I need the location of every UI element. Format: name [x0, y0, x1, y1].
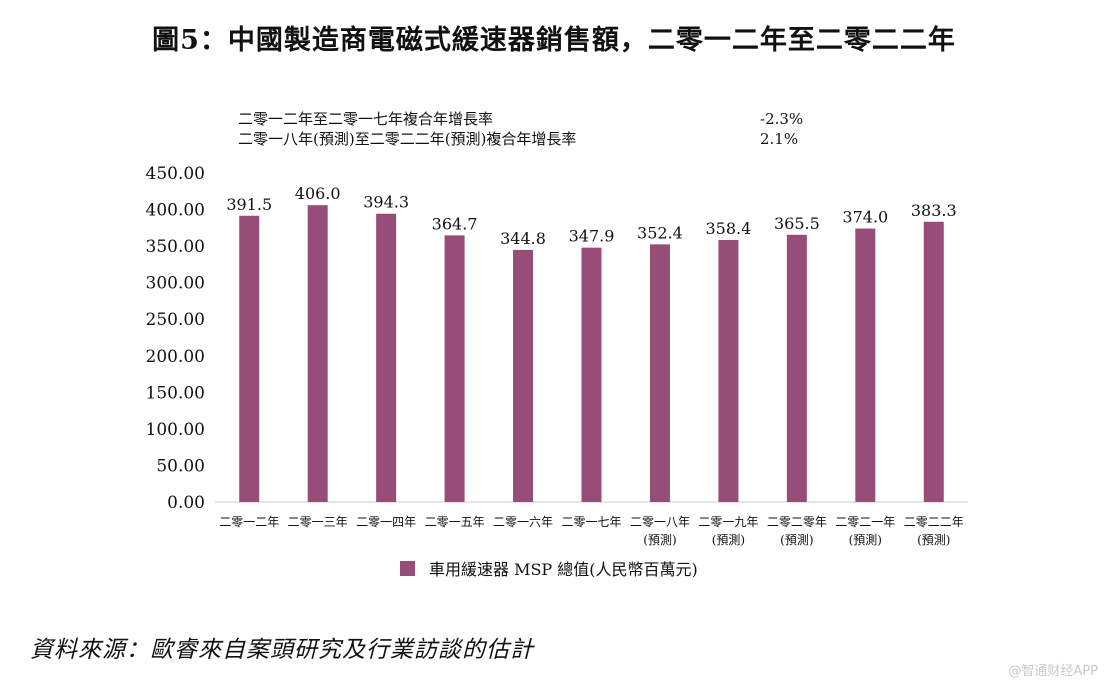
bar [307, 205, 328, 502]
chart-title: 圖5：中國製造商電磁式緩速器銷售額，二零一二年至二零二二年 [152, 25, 956, 56]
y-tick-label: 350.00 [146, 237, 205, 257]
x-tick-label: (預測) [643, 533, 676, 547]
y-tick-label: 200.00 [146, 347, 205, 367]
data-label: 344.8 [500, 229, 546, 248]
bar [376, 213, 397, 502]
x-tick-label: 二零二一年 [835, 515, 895, 529]
x-tick-label: 二零一四年 [356, 515, 416, 529]
source-note: 資料來源：歐睿來自案頭研究及行業訪談的估計 [30, 637, 534, 663]
bar [513, 249, 534, 502]
data-label: 394.3 [363, 193, 409, 212]
y-tick-label: 400.00 [146, 201, 205, 221]
bar [718, 239, 739, 502]
x-tick-label: 二零一六年 [493, 515, 553, 529]
cagr-value-2012-2017: -2.3% [760, 110, 804, 128]
data-label: 383.3 [911, 201, 957, 220]
legend-swatch [400, 560, 415, 576]
cagr-label-2018-2022: 二零一八年(預測)至二零二二年(預測)複合年增長率 [238, 130, 577, 148]
y-tick-label: 150.00 [146, 383, 205, 403]
bar [649, 244, 670, 502]
bar [239, 215, 260, 502]
x-tick-label: (預測) [712, 533, 745, 547]
x-tick-label: 二零一八年 [630, 515, 690, 529]
bar [581, 247, 602, 502]
data-label: 391.5 [226, 195, 272, 214]
x-tick-label: 二零二零年 [767, 515, 827, 529]
x-tick-label: (預測) [917, 533, 950, 547]
data-label: 364.7 [432, 214, 478, 233]
y-tick-label: 300.00 [146, 274, 205, 294]
y-tick-label: 250.00 [146, 310, 205, 330]
x-tick-label: (預測) [849, 533, 882, 547]
y-tick-label: 50.00 [156, 456, 205, 476]
x-tick-label: 二零一三年 [288, 515, 348, 529]
x-tick-label: 二零一七年 [561, 515, 621, 529]
y-tick-label: 100.00 [146, 420, 205, 440]
bar [444, 235, 465, 503]
bar [855, 228, 876, 502]
y-tick-label: 450.00 [146, 164, 205, 184]
x-tick-label: 二零一九年 [698, 515, 758, 529]
data-label: 365.5 [774, 214, 820, 233]
x-tick-label: 二零一五年 [425, 515, 485, 529]
x-tick-label: (預測) [780, 533, 813, 547]
data-label: 374.0 [842, 208, 888, 227]
bar [923, 221, 944, 502]
data-label: 347.9 [569, 227, 615, 246]
watermark: @智通财经APP [1008, 664, 1098, 679]
legend-label: 車用緩速器 MSP 總值(人民幣百萬元) [429, 560, 698, 579]
bar [786, 234, 807, 503]
x-tick-label: 二零一二年 [219, 515, 279, 529]
data-label: 352.4 [637, 223, 683, 242]
data-label: 406.0 [295, 184, 341, 203]
cagr-label-2012-2017: 二零一二年至二零一七年複合年增長率 [238, 110, 494, 128]
legend: 車用緩速器 MSP 總值(人民幣百萬元) [400, 556, 698, 580]
data-label: 358.4 [706, 219, 752, 238]
cagr-value-2018-2022: 2.1% [760, 130, 799, 148]
y-tick-label: 0.00 [167, 493, 205, 513]
x-tick-label: 二零二二年 [904, 515, 964, 529]
